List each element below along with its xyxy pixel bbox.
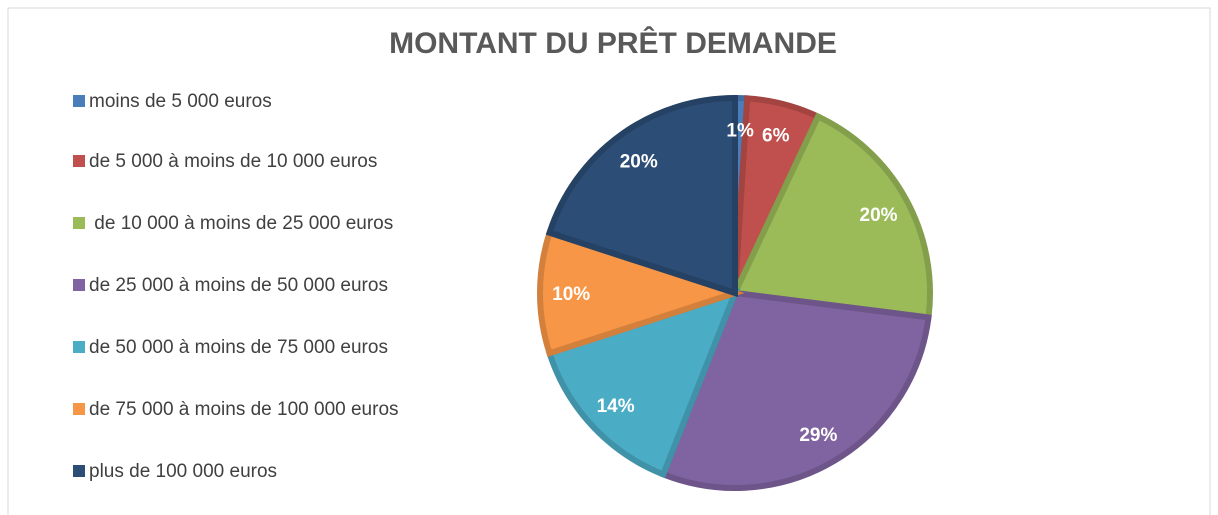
chart-title: MONTANT DU PRÊT DEMANDE <box>389 26 837 60</box>
legend-label: de 25 000 à moins de 50 000 euros <box>89 275 388 296</box>
legend-label: de 10 000 à moins de 25 000 euros <box>89 213 394 234</box>
pie-slice <box>545 94 738 298</box>
chart-frame <box>7 7 1211 515</box>
legend-label: de 75 000 à moins de 100 000 euros <box>89 399 399 420</box>
data-label: 20% <box>620 151 658 172</box>
data-label: 1% <box>726 120 754 141</box>
pie-slice <box>730 112 933 321</box>
legend-swatch <box>73 155 85 167</box>
legend-swatch <box>73 403 85 415</box>
data-label: 14% <box>597 396 635 417</box>
legend-item: de 10 000 à moins de 25 000 euros <box>73 208 403 239</box>
legend-item: moins de 5 000 euros <box>73 86 403 117</box>
legend-swatch <box>73 279 85 291</box>
legend-label: plus de 100 000 euros <box>89 461 278 482</box>
legend-label: de 50 000 à moins de 75 000 euros <box>89 337 388 358</box>
data-label: 6% <box>762 125 790 146</box>
legend-swatch <box>73 95 85 107</box>
legend-swatch <box>73 217 85 229</box>
legend-label: moins de 5 000 euros <box>89 91 272 112</box>
legend-item: de 5 000 à moins de 10 000 euros <box>73 146 403 177</box>
legend-swatch <box>73 465 85 477</box>
legend-label: de 5 000 à moins de 10 000 euros <box>89 151 378 172</box>
pie-slice <box>537 228 745 358</box>
legend-swatch <box>73 341 85 353</box>
legend-item: de 25 000 à moins de 50 000 euros <box>73 270 403 301</box>
legend-item: de 50 000 à moins de 75 000 euros <box>73 332 403 363</box>
legend-item: de 75 000 à moins de 100 000 euros <box>73 394 403 425</box>
legend-item: plus de 100 000 euros <box>73 456 403 487</box>
pie-slice <box>659 289 932 491</box>
data-label: 10% <box>552 284 590 305</box>
data-label: 20% <box>860 205 898 226</box>
data-label: 29% <box>799 425 837 446</box>
